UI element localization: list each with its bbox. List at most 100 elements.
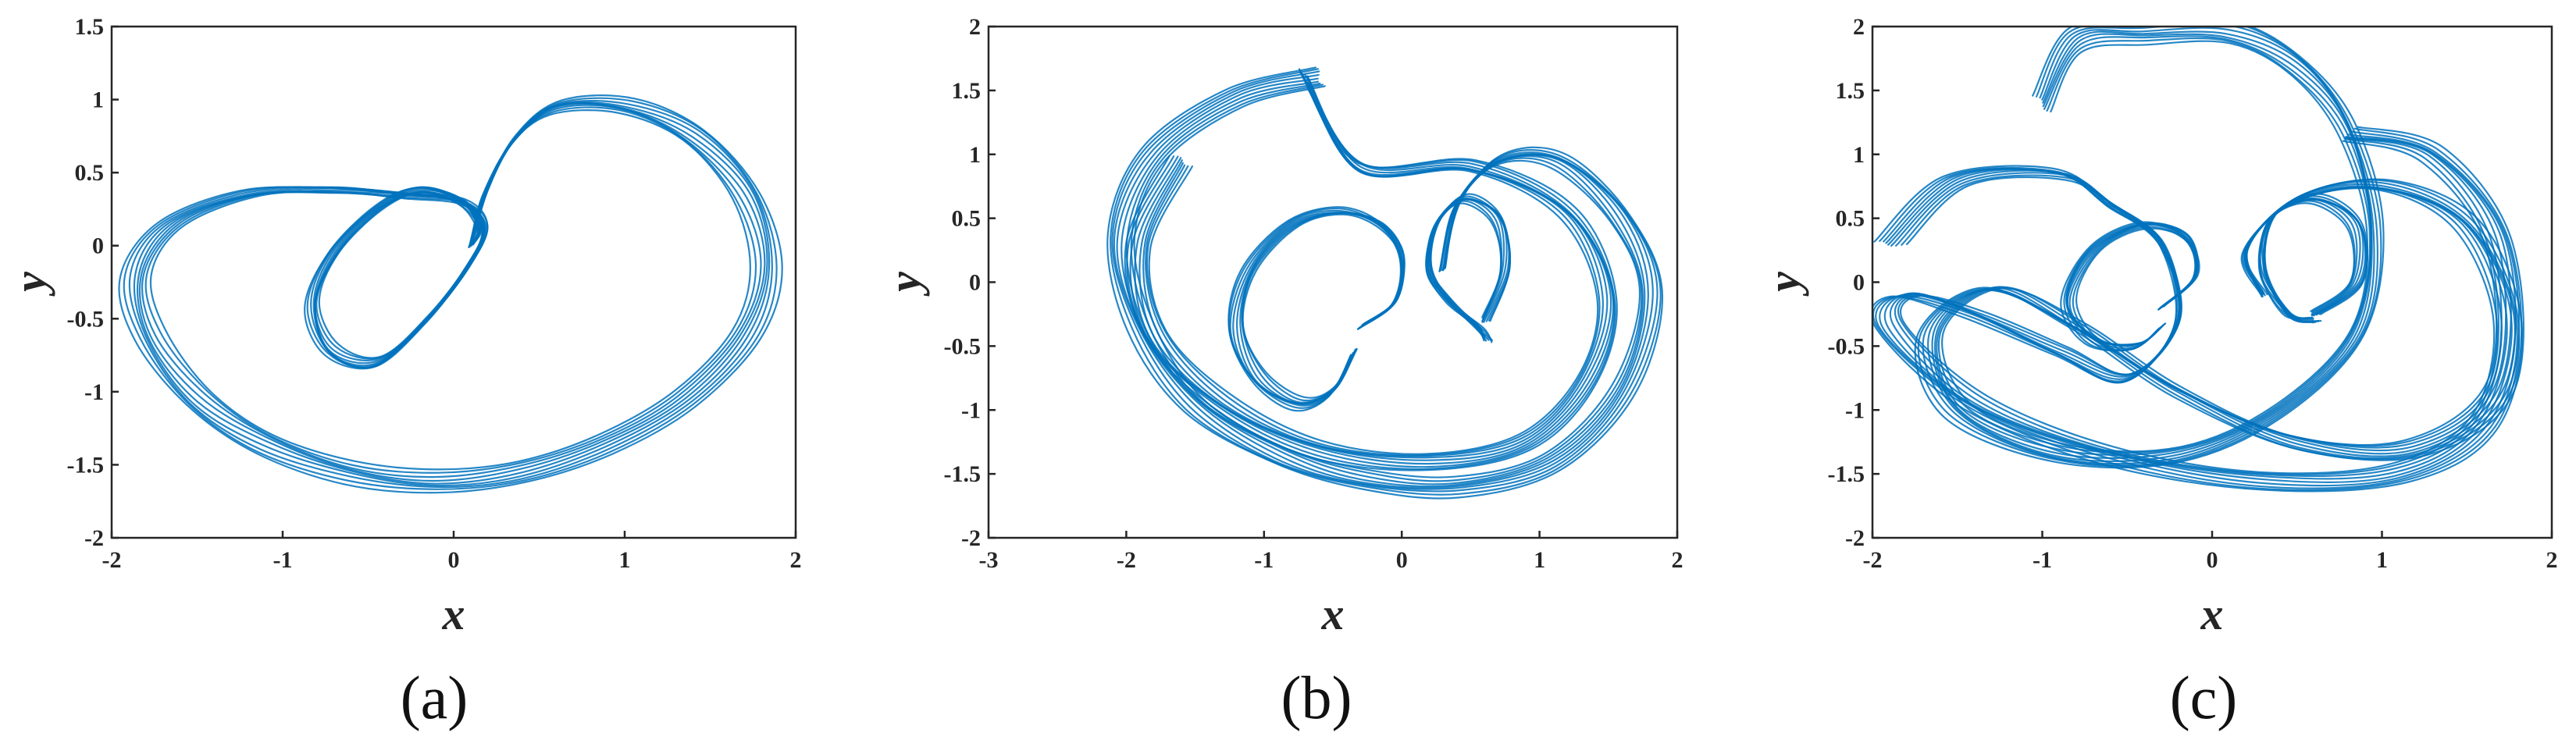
trajectory-path [1124,68,1618,471]
ytick-label: 1 [92,87,104,113]
xtick-label: 1 [2376,547,2388,573]
ytick-label: 1 [1853,142,1865,168]
trajectory-path [149,109,751,471]
ytick-label: -1 [1845,397,1865,423]
panel-a-yticks: -2 -1.5 -1 -0.5 0 0.5 1 1.5 [67,14,119,551]
trajectory-path [1142,77,1609,459]
xtick-label: 2 [2546,547,2558,573]
trajectory-path [1138,75,1612,461]
trajectory-path [1937,37,2499,454]
ytick-label: 1 [969,142,981,168]
xtick-label: 0 [2207,547,2218,573]
ytick-label: -2 [1845,525,1865,551]
panel-a-axes-frame [110,25,797,539]
xtick-label: -1 [1254,547,1274,573]
panel-c-xlabel: x [2200,589,2224,639]
ytick-label: 0.5 [952,206,982,232]
xtick-label: 1 [1534,547,1545,573]
trajectory-path [1116,77,1649,489]
trajectory-path [1917,27,2523,468]
ytick-label: 0 [1853,270,1865,296]
trajectory-path [1106,66,1664,500]
xtick-label: 2 [790,547,802,573]
ytick-label: -2 [961,525,981,551]
trajectory-path [1126,70,1616,471]
panel-a-ylabel: y [5,272,55,297]
xtick-label: 0 [448,547,460,573]
xtick-label: 2 [1672,547,1683,573]
panel-b: -3 -2 -1 0 1 2 -2-1.5-1-0.500.511.52 x y (b) [879,14,1683,731]
xtick-label: 0 [1396,547,1408,573]
trajectory-path [1121,80,1646,488]
ytick-label: 2 [1853,14,1865,40]
panel-c-xticks: -2 -1 0 1 2 [1863,531,2558,573]
ytick-label: 0 [969,270,981,296]
ytick-label: -0.5 [1828,333,1865,359]
trajectory-path [1125,82,1644,486]
trajectory-path [1134,73,1615,465]
ytick-label: -2 [84,525,104,551]
xtick-label: -2 [1117,547,1136,573]
panel-b-trajectory [1106,66,1664,500]
panel-c: -2 -1 0 1 2 -2 -1.5 -1 -0.5 0 0.5 1 1.5 2 x y (c) [1758,14,2558,731]
trajectory-path [118,94,783,494]
trajectory-path [1227,206,1402,412]
trajectory-path [128,100,773,489]
panel-a-trajectory [118,94,783,494]
panel-c-trajectory [1872,27,2524,493]
trajectory-path [1941,40,2498,453]
trajectory-path [1110,68,1662,496]
ytick-label: -1.5 [944,461,982,487]
panel-a-caption: (a) [401,663,469,731]
ytick-label: -1.5 [67,452,105,478]
ytick-label: 1.5 [1836,78,1865,104]
trajectory-path [1229,209,1406,407]
ytick-label: -1 [961,397,981,423]
trajectory-path [1931,30,2512,463]
ytick-label: 1.5 [75,14,105,40]
panel-b-caption: (b) [1281,663,1352,731]
panel-c-yticks: -2 -1.5 -1 -0.5 0 0.5 1 1.5 2 [1828,14,1879,551]
xtick-label: -1 [273,547,293,573]
ytick-label: 1.5 [952,78,982,104]
xtick-label: -2 [1863,547,1883,573]
xtick-label: -1 [2033,547,2052,573]
panel-b-xticks: -3 -2 -1 0 1 2 [979,531,1683,573]
trajectory-path [1148,87,1599,455]
trajectory-path [137,101,768,485]
ytick-label: 0.5 [1836,206,1865,232]
panel-b-yticks: -2 -1.5 -1 -0.5 0 0.5 1 1.5 2 [944,14,996,551]
trajectory-path [123,97,778,490]
trajectory-path [1914,27,2524,469]
xtick-label: -3 [979,547,999,573]
xtick-label: -2 [102,547,122,573]
trajectory-path [1113,73,1654,490]
trajectory-path [1934,33,2507,459]
ytick-label: 2 [969,14,981,40]
ytick-label: -1 [84,379,104,405]
panel-b-xlabel: x [1321,589,1345,639]
panel-a-xticks: -2 -1 0 1 2 [102,531,802,573]
ytick-label: -0.5 [67,306,105,332]
ytick-label: 0.5 [75,160,105,186]
ytick-label: -0.5 [944,333,982,359]
panel-c-caption: (c) [2170,663,2238,731]
ytick-label: -1.5 [1828,461,1865,487]
trajectory-path [1872,165,2524,493]
ytick-label: 0 [92,233,104,259]
trajectory-path [1111,70,1659,493]
panel-b-ylabel: y [879,272,930,297]
panel-a-xlabel: x [442,589,465,639]
panel-a: -2 -1 0 1 2 -2 -1.5 -1 -0.5 0 0.5 1 1.5 x y (a) [5,14,802,731]
trajectory-path [1427,193,1511,343]
trajectory-path [144,106,757,474]
trajectory-path [1922,27,2521,467]
panel-c-ylabel: y [1758,272,1809,297]
trajectory-path [1130,84,1643,482]
trajectory-path [1227,208,1404,409]
trajectory-path [1232,212,1406,405]
trajectory-path [133,101,771,487]
trajectory-path [1936,35,2503,456]
trajectory-path [1872,166,2521,491]
